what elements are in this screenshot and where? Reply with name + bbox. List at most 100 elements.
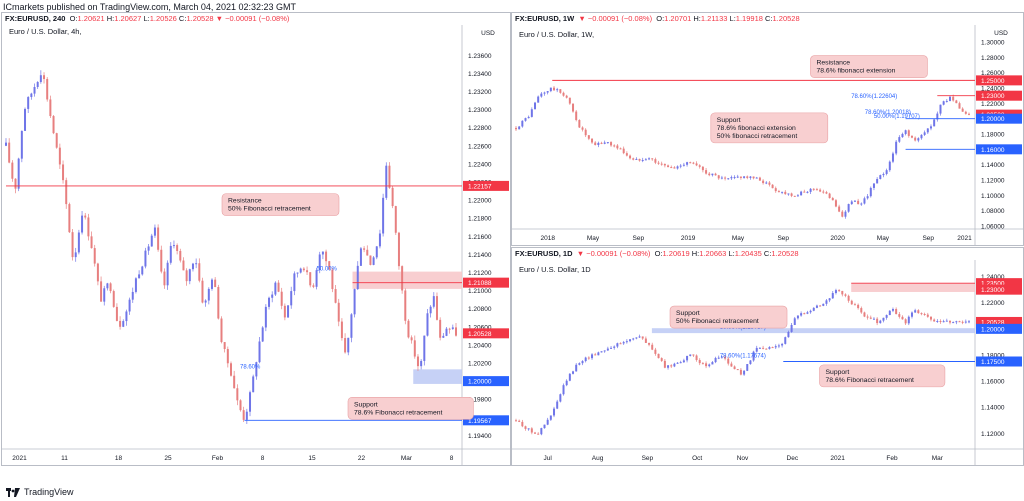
high-value: 1.21133 (700, 14, 728, 23)
time-tick-label: Sep (922, 235, 934, 242)
candle-body (733, 177, 736, 179)
candle-body (863, 312, 866, 317)
candle-body (268, 297, 271, 307)
candle-body (901, 133, 904, 138)
candle-body (226, 349, 229, 364)
candle-body (584, 357, 587, 362)
candle-body (622, 342, 625, 344)
candle-body (885, 315, 888, 318)
candle-body (337, 302, 340, 322)
candle-body (952, 322, 955, 324)
candle-body (923, 132, 926, 135)
candle-body (888, 161, 891, 171)
candle-body (201, 280, 204, 303)
candle-body (195, 263, 198, 265)
candle-body (635, 337, 638, 339)
footer: TradingView (6, 487, 74, 497)
candle-body (698, 360, 701, 364)
candle-body (632, 338, 635, 340)
annotation-text: 50% Fibonacci retracement (228, 206, 311, 213)
time-tick-label: Mar (401, 455, 413, 462)
candle-body (755, 177, 758, 179)
candle-body (936, 320, 939, 322)
candle-body (781, 191, 784, 193)
candle-body (378, 233, 381, 247)
candle-body (869, 317, 872, 319)
price-tick-label: 1.20400 (468, 342, 492, 349)
candle-body (866, 196, 869, 199)
price-badge-label: 1.17500 (981, 359, 1005, 366)
time-tick-label: 2021 (830, 455, 845, 462)
open-value: 1.20621 (77, 14, 105, 23)
annotation-text: Resistance (228, 198, 262, 205)
candle-body (853, 304, 856, 306)
candle-body (39, 75, 42, 83)
chart-panel-4h[interactable]: FX:EURUSD, 240 O:1.20621 H:1.20627 L:1.2… (1, 12, 511, 466)
candle-body (606, 348, 609, 351)
candle-body (831, 293, 834, 299)
price-tick-label: 1.19400 (468, 433, 492, 440)
chart-panel-1d[interactable]: FX:EURUSD, 1D ▼ −0.00091 (−0.08%) O:1.20… (511, 247, 1024, 466)
price-badge (976, 284, 1022, 295)
candle-body (705, 363, 708, 367)
candle-body (109, 283, 112, 292)
candle-body (698, 165, 701, 167)
candle-body (603, 142, 606, 144)
candle-body (87, 217, 90, 237)
candle-body (958, 103, 961, 109)
candle-body (790, 324, 793, 332)
candle-body (847, 295, 850, 301)
price-tick-label: 1.21800 (468, 216, 492, 223)
annotation-text: Support (717, 117, 741, 124)
candle-body (375, 246, 378, 258)
candle-body (445, 328, 448, 336)
candle-body (96, 263, 99, 282)
chart-svg-4h[interactable]: USD 1.23600 1.23400 1.23200 1.23000 1.22800 1.… (2, 25, 510, 465)
currency-label: USD (481, 30, 495, 37)
tradingview-logo-text[interactable]: TradingView (24, 487, 74, 497)
candle-body (891, 309, 894, 311)
candle-body (758, 177, 761, 181)
candle-body (629, 155, 632, 159)
candle-body (625, 153, 628, 156)
candle-body (543, 424, 546, 429)
candle-body (287, 305, 290, 318)
candle-body (670, 365, 673, 367)
candle-body (847, 204, 850, 212)
candle-body (755, 347, 758, 352)
candle-body (169, 245, 172, 263)
candle-body (866, 316, 869, 318)
candle-body (828, 298, 831, 301)
candle-body (385, 165, 388, 198)
chart-panel-1w[interactable]: FX:EURUSD, 1W ▼ −0.00091 (−0.08%) O:1.20… (511, 12, 1024, 246)
time-tick-label: Aug (592, 455, 604, 462)
candle-body (964, 321, 967, 323)
candle-body (283, 305, 286, 318)
chart-svg-1w[interactable]: USD1.300001.280001.260001.240001.220001.… (512, 25, 1023, 245)
candle-body (230, 363, 232, 376)
price-tick-label: 1.24000 (981, 274, 1005, 281)
price-tick-label: 1.22000 (981, 101, 1005, 108)
candle-body (565, 380, 568, 386)
candle-body (945, 320, 948, 322)
candle-body (787, 331, 790, 338)
price-tick-label: 1.21200 (468, 270, 492, 277)
price-tick-label: 1.14000 (981, 405, 1005, 412)
candle-body (743, 176, 746, 178)
price-badge-label: 1.20528 (468, 331, 492, 338)
candle-body (521, 120, 524, 127)
candle-body (926, 128, 929, 133)
candle-body (141, 266, 144, 275)
candle-body (172, 245, 175, 247)
candle-body (30, 93, 33, 98)
candle-body (397, 232, 400, 267)
candle-body (46, 79, 49, 100)
annotation-text: 78.6% Fibonacci retracement (826, 377, 915, 384)
candle-body (812, 188, 815, 190)
annotation-text: 50% fibonacci retracement (717, 133, 798, 140)
candle-body (49, 99, 52, 117)
chart-svg-1d[interactable]: 1.24000 1.22000 1.20000 1.18000 1.16000 1.140… (512, 260, 1023, 465)
candle-body (556, 401, 559, 409)
annotation-box (347, 396, 474, 420)
candle-body (597, 142, 600, 145)
